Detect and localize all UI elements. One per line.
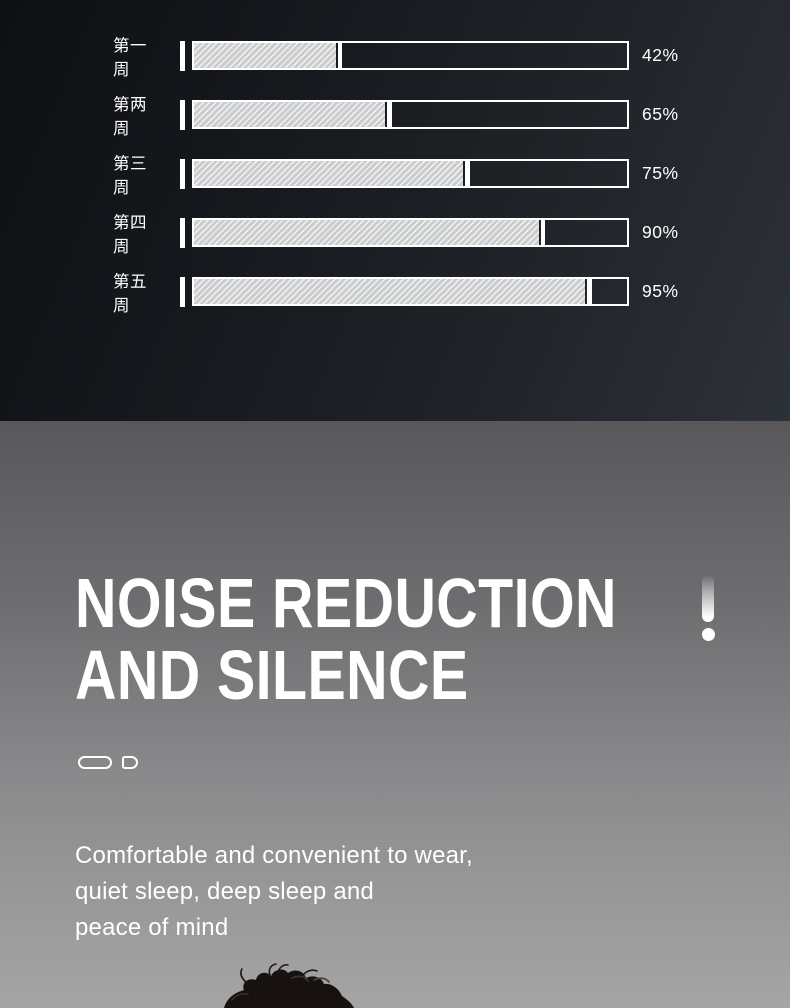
earbud-case-pill-icon xyxy=(78,756,112,769)
noise-reduction-chart-section: 第一周 42% 第两周 65% 第三周 75% 第四周 90% 第五周 xyxy=(0,0,790,421)
chart-row-week2: 第两周 65% xyxy=(113,96,790,138)
bar-track xyxy=(192,218,629,247)
earbuds-icons-row xyxy=(78,756,138,769)
bar-track xyxy=(192,277,629,306)
week-label: 第四周 xyxy=(113,213,147,256)
bar-track xyxy=(192,159,629,188)
title-line-2: AND SILENCE xyxy=(75,636,469,714)
bar-track xyxy=(192,100,629,129)
week-label: 第两周 xyxy=(113,95,147,138)
week-label: 第五周 xyxy=(113,272,147,315)
exclamation-bar xyxy=(702,575,714,622)
chart-row-week1: 第一周 42% xyxy=(113,37,790,79)
percent-label: 75% xyxy=(642,163,679,183)
bar-fill xyxy=(194,277,593,306)
bar-fill xyxy=(194,100,393,129)
percent-label: 42% xyxy=(642,45,679,65)
bar-tick xyxy=(180,217,185,248)
exclamation-dot xyxy=(701,628,715,641)
percent-label: 65% xyxy=(642,104,679,124)
week-label: 第三周 xyxy=(113,154,147,197)
percent-label: 90% xyxy=(642,222,679,242)
chart-row-week5: 第五周 95% xyxy=(113,273,790,315)
bar-tick xyxy=(180,40,185,71)
week-label: 第一周 xyxy=(113,36,147,79)
title-line-1: NOISE REDUCTION xyxy=(75,564,617,642)
description-line-3: peace of mind xyxy=(75,914,229,941)
exclamation-icon xyxy=(701,575,715,641)
description-line-2: quiet sleep, deep sleep and xyxy=(75,878,374,905)
bar-fill xyxy=(194,218,545,247)
sleeping-person-hair-photo xyxy=(224,963,354,1008)
earbud-tip-icon xyxy=(122,756,138,769)
bar-track xyxy=(192,41,629,70)
description-line-1: Comfortable and convenient to wear, xyxy=(75,842,473,869)
hero-section xyxy=(0,421,790,1008)
bar-tick xyxy=(180,99,185,130)
description-text: Comfortable and convenient to wear, quie… xyxy=(75,838,473,946)
bar-tick xyxy=(180,158,185,189)
percent-label: 95% xyxy=(642,281,679,301)
bar-fill xyxy=(194,159,471,188)
page-title: NOISE REDUCTION AND SILENCE xyxy=(75,567,617,711)
bar-tick xyxy=(180,276,185,307)
chart-row-week3: 第三周 75% xyxy=(113,155,790,197)
bar-fill xyxy=(194,41,342,70)
chart-row-week4: 第四周 90% xyxy=(113,214,790,256)
